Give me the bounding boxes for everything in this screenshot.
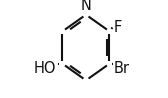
Text: Br: Br xyxy=(113,61,129,76)
Text: F: F xyxy=(113,20,122,35)
Text: HO: HO xyxy=(34,61,57,76)
Text: N: N xyxy=(80,0,91,13)
